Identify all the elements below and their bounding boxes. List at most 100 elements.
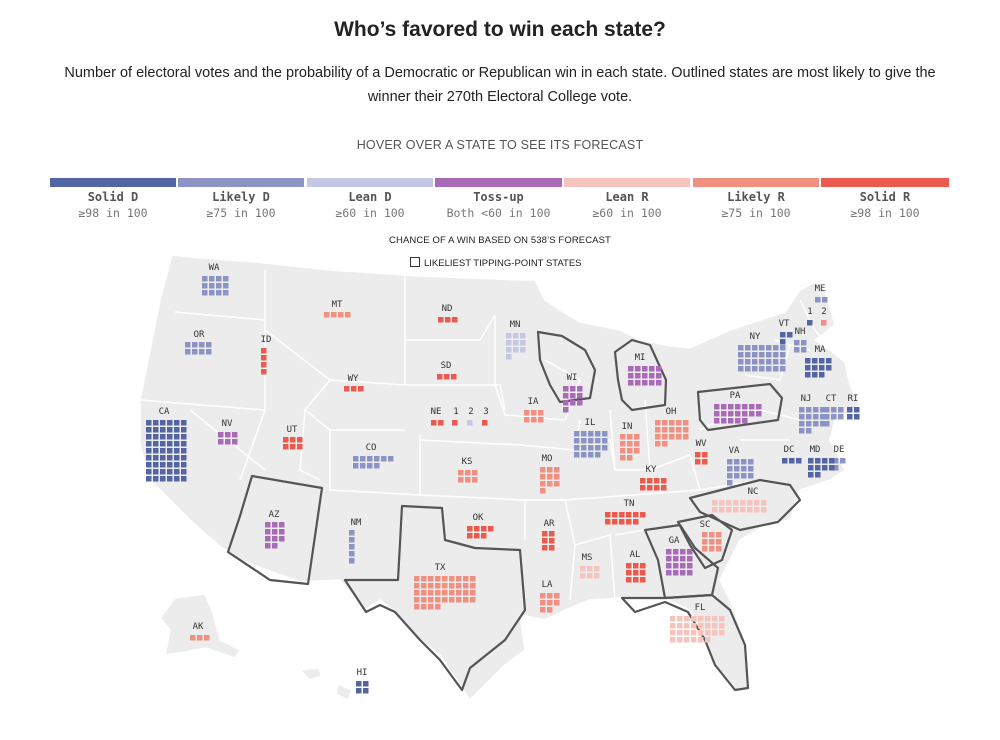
state-2[interactable]: 2 — [821, 307, 827, 326]
state-1[interactable]: 1 — [452, 407, 459, 426]
state-sd[interactable]: SD — [437, 361, 457, 380]
state-pa[interactable]: PA — [714, 391, 762, 424]
electoral-vote-tile — [727, 473, 733, 479]
state-nh[interactable]: NH — [794, 327, 807, 353]
state-tn[interactable]: TN — [605, 499, 646, 525]
electoral-vote-tile — [181, 469, 187, 475]
electoral-vote-tile — [470, 590, 476, 596]
electoral-vote-tile — [815, 458, 821, 464]
state-md[interactable]: MD — [808, 445, 835, 478]
electoral-vote-tile — [594, 573, 600, 579]
state-ms[interactable]: MS — [580, 553, 600, 579]
state-al[interactable]: AL — [626, 550, 646, 583]
state-ky[interactable]: KY — [640, 465, 667, 491]
electoral-vote-tile — [733, 500, 739, 506]
state-ak[interactable]: AK — [190, 622, 210, 641]
electoral-vote-tile — [463, 590, 469, 596]
state-ne[interactable]: NE — [431, 407, 444, 426]
electoral-vote-tile — [174, 462, 180, 468]
electoral-vote-tile — [669, 420, 675, 426]
state-nv[interactable]: NV — [218, 419, 238, 445]
contiguous-us-shape — [139, 254, 861, 701]
state-ia[interactable]: IA — [524, 397, 544, 423]
state-ca[interactable]: CA — [146, 407, 187, 482]
state-nc[interactable]: NC — [712, 487, 767, 513]
electoral-vote-tile — [513, 347, 519, 353]
state-oh[interactable]: OH — [655, 407, 689, 447]
electoral-vote-tile — [225, 439, 231, 445]
electoral-vote-tile — [540, 600, 546, 606]
state-wy[interactable]: WY — [344, 374, 364, 392]
state-hi[interactable]: HI — [356, 668, 369, 694]
electoral-vote-tile — [655, 427, 661, 433]
state-nj[interactable]: NJ — [799, 394, 826, 434]
electoral-vote-tile — [465, 477, 471, 483]
electoral-vote-tile — [799, 407, 805, 413]
state-me[interactable]: ME — [815, 284, 828, 303]
state-label: DE — [834, 445, 845, 455]
state-nd[interactable]: ND — [438, 304, 458, 323]
electoral-vote-tile — [388, 456, 394, 462]
state-nm[interactable]: NM — [349, 518, 362, 564]
state-1[interactable]: 1 — [807, 307, 813, 326]
state-tx[interactable]: TX — [414, 563, 476, 610]
electoral-vote-tile — [721, 411, 727, 417]
state-vt[interactable]: VT — [779, 319, 793, 345]
state-mi[interactable]: MI — [628, 353, 662, 386]
state-la[interactable]: LA — [540, 580, 560, 613]
state-ct[interactable]: CT — [824, 394, 844, 427]
electoral-vote-tile — [456, 583, 462, 589]
state-ma[interactable]: MA — [805, 345, 832, 378]
state-ga[interactable]: GA — [666, 536, 693, 576]
state-3[interactable]: 3 — [482, 407, 489, 426]
electoral-vote-tile — [449, 597, 455, 603]
electoral-vote-tile — [780, 359, 786, 365]
state-mo[interactable]: MO — [540, 454, 560, 494]
state-ut[interactable]: UT — [283, 425, 303, 450]
state-id[interactable]: ID — [261, 335, 272, 375]
state-mn[interactable]: MN — [506, 320, 526, 360]
state-ri[interactable]: RI — [847, 394, 860, 420]
state-mt[interactable]: MT — [324, 300, 351, 318]
state-ok[interactable]: OK — [467, 513, 494, 539]
state-dc[interactable]: DC — [782, 445, 802, 464]
state-in[interactable]: IN — [620, 422, 640, 461]
electoral-vote-tile — [626, 519, 632, 525]
electoral-vote-tile — [738, 345, 744, 351]
state-ny[interactable]: NY — [738, 332, 786, 372]
state-de[interactable]: DE — [833, 445, 846, 471]
electoral-vote-tile — [806, 414, 812, 420]
state-wv[interactable]: WV — [695, 439, 708, 465]
electoral-vote-tile — [595, 445, 601, 451]
state-or[interactable]: OR — [185, 330, 212, 355]
electoral-vote-tile — [780, 366, 786, 372]
electoral-vote-tile — [808, 458, 814, 464]
electoral-vote-tile — [759, 359, 765, 365]
electoral-vote-tile — [202, 276, 208, 282]
state-wa[interactable]: WA — [202, 263, 229, 296]
state-sc[interactable]: SC — [700, 520, 722, 552]
state-wi[interactable]: WI — [563, 373, 583, 413]
state-ks[interactable]: KS — [458, 457, 478, 483]
state-va[interactable]: VA — [727, 446, 754, 486]
state-2[interactable]: 2 — [467, 407, 474, 426]
electoral-vote-tile — [444, 374, 450, 380]
electoral-vote-tile — [826, 365, 832, 371]
state-az[interactable]: AZ — [265, 510, 285, 549]
electoral-vote-tile — [160, 455, 166, 461]
electoral-vote-tile — [619, 512, 625, 518]
state-co[interactable]: CO — [353, 443, 394, 469]
electoral-vote-tile — [435, 583, 441, 589]
electoral-vote-tile — [265, 529, 271, 535]
hawaii-shape — [299, 667, 323, 681]
electoral-vote-tile — [360, 456, 366, 462]
state-fl[interactable]: FL — [670, 603, 725, 643]
electoral-vote-tile — [822, 458, 828, 464]
state-il[interactable]: IL — [574, 418, 608, 458]
electoral-vote-tile — [581, 452, 587, 458]
electoral-vote-tile — [421, 576, 427, 582]
electoral-vote-tile — [570, 386, 576, 392]
state-ar[interactable]: AR — [542, 519, 555, 551]
